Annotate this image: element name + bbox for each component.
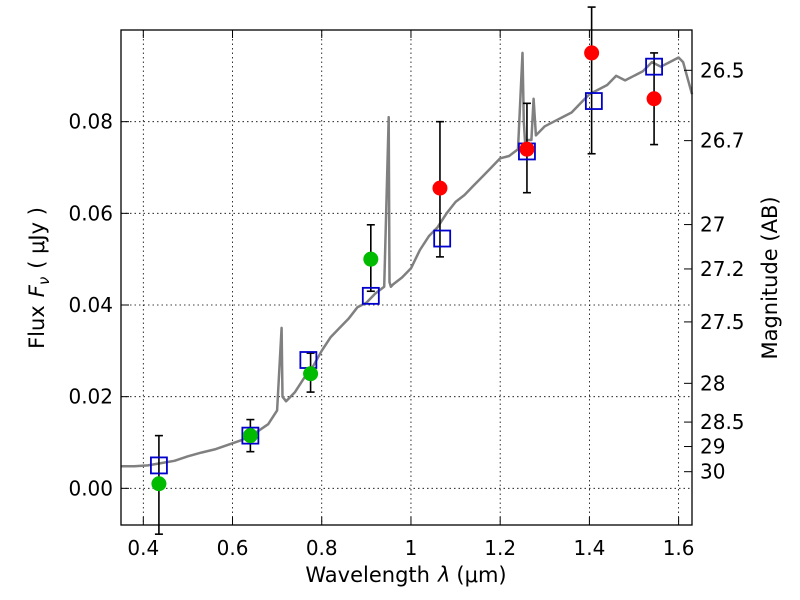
- plot-area: [121, 6, 694, 535]
- y2-tick-label: 28: [700, 371, 725, 395]
- y2-tick-label: 27.2: [700, 257, 745, 281]
- axis-ticks: 0.4 0.6 0.8 1 1.2 1.4 1.6 0.00 0.02 0.04 0.06 0.08 2…: [68, 30, 745, 560]
- y2-tick-label: 30: [700, 460, 725, 484]
- model-spectrum-line: [121, 51, 694, 468]
- y2-tick-label: 29: [700, 435, 725, 459]
- x-tick-label: 1.6: [663, 536, 695, 560]
- y-tick-label: 0.04: [68, 293, 113, 317]
- red-data-point: [584, 45, 600, 61]
- model-photometry-square: [645, 57, 663, 76]
- green-data-point: [242, 428, 258, 444]
- x-tick-label: 0.6: [217, 536, 249, 560]
- red-data-point: [432, 180, 448, 196]
- model-photometry-square: [361, 286, 380, 305]
- y2-tick-label: 28.5: [700, 410, 745, 434]
- grid: [121, 30, 692, 525]
- y-tick-label: 0.02: [68, 385, 113, 409]
- y-axis-label: FluxFν( μJy ): [25, 207, 53, 349]
- x-tick-label: 0.4: [127, 536, 159, 560]
- green-data-point: [363, 251, 379, 267]
- y2-axis-label: Magnitude (AB): [758, 196, 782, 359]
- y2-tick-label: 26.5: [700, 58, 745, 82]
- model-photometry-square: [584, 92, 603, 110]
- model-photometry-square: [150, 456, 168, 475]
- green-data-point: [151, 476, 167, 492]
- model-photometry-square: [241, 426, 260, 445]
- x-tick-label: 1: [405, 536, 418, 560]
- y2-tick-label: 26.7: [700, 129, 745, 153]
- red-data-point: [646, 91, 662, 107]
- y-tick-label: 0.06: [68, 201, 113, 225]
- x-tick-label: 1.4: [573, 536, 605, 560]
- y2-tick-label: 27: [700, 213, 725, 237]
- green-data-point: [303, 366, 319, 382]
- y-tick-label: 0.08: [68, 110, 113, 134]
- plot-frame: [120, 29, 693, 526]
- y2-tick-label: 27.5: [700, 310, 745, 334]
- red-data-point: [519, 141, 535, 157]
- y-tick-label: 0.00: [68, 476, 113, 500]
- x-axis-label: Wavelength λ (μm): [305, 563, 506, 587]
- x-tick-label: 1.2: [484, 536, 516, 560]
- x-tick-label: 0.8: [306, 536, 338, 560]
- model-photometry-square: [433, 229, 452, 248]
